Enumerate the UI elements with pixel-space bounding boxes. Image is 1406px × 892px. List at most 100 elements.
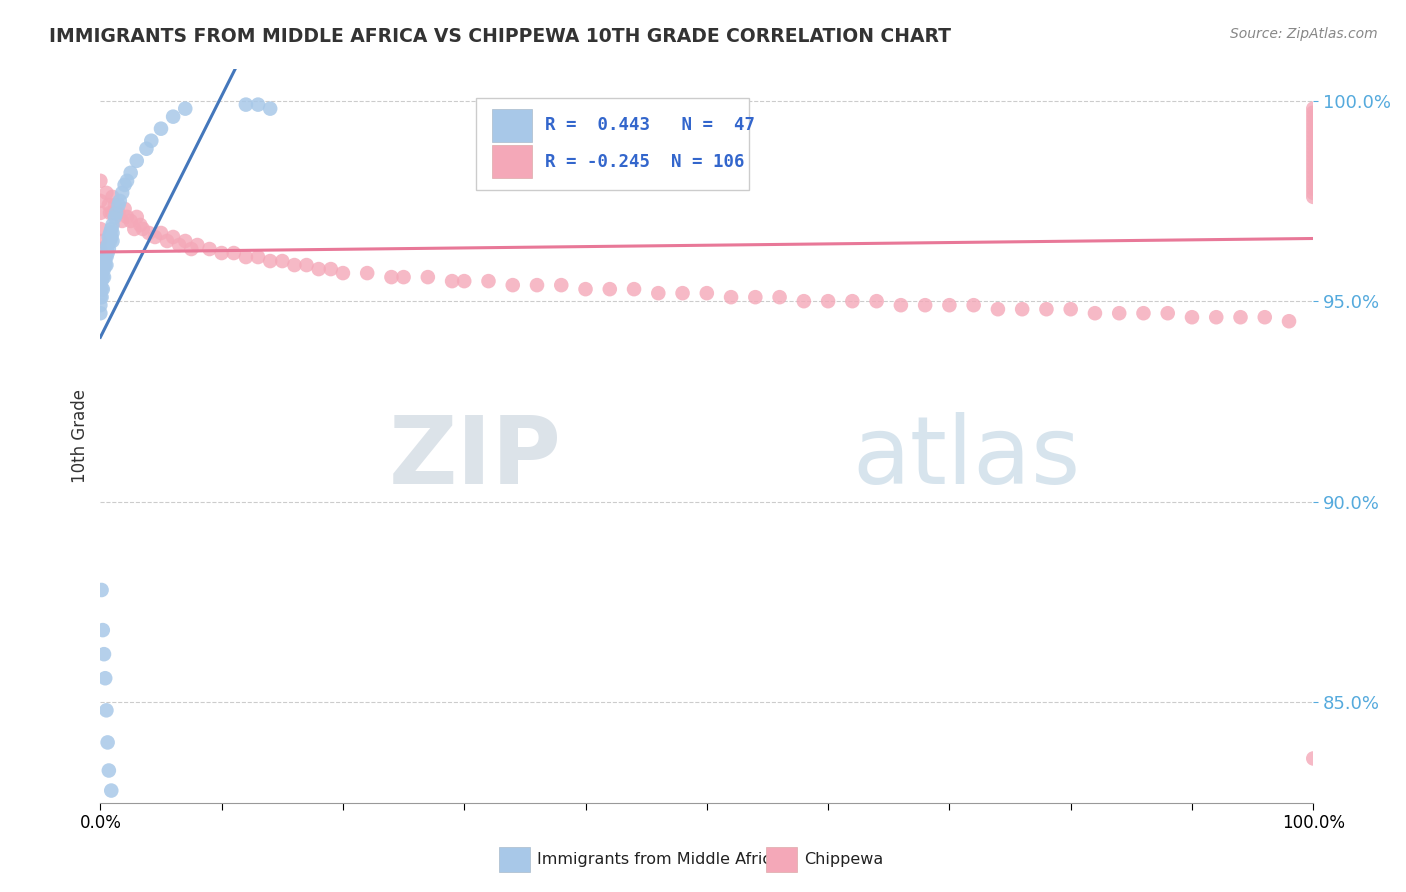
Point — [89, 174, 111, 188]
Point — [96, 242, 118, 256]
Point — [1254, 310, 1277, 325]
Point — [98, 234, 121, 248]
Point — [696, 286, 718, 301]
Point — [198, 242, 221, 256]
Point — [89, 222, 111, 236]
Point — [914, 298, 936, 312]
Point — [96, 703, 118, 717]
Point — [1060, 302, 1083, 317]
Point — [94, 671, 117, 685]
Point — [247, 250, 270, 264]
Point — [647, 286, 669, 301]
Point — [720, 290, 742, 304]
Point — [1302, 105, 1324, 120]
Point — [247, 97, 270, 112]
Point — [174, 234, 197, 248]
Point — [89, 298, 111, 312]
Point — [1302, 142, 1324, 156]
Point — [332, 266, 354, 280]
Point — [93, 262, 115, 277]
Point — [380, 270, 402, 285]
Point — [101, 226, 124, 240]
Point — [1302, 110, 1324, 124]
Point — [115, 210, 138, 224]
Point — [100, 783, 122, 797]
Point — [104, 198, 127, 212]
Point — [416, 270, 439, 285]
Point — [235, 250, 257, 264]
Point — [987, 302, 1010, 317]
Point — [623, 282, 645, 296]
Point — [259, 254, 281, 268]
Point — [963, 298, 986, 312]
Point — [141, 134, 163, 148]
Point — [94, 258, 117, 272]
Point — [91, 623, 114, 637]
Point — [89, 206, 111, 220]
Point — [1302, 150, 1324, 164]
Point — [143, 230, 166, 244]
Point — [1302, 174, 1324, 188]
Point — [93, 647, 115, 661]
Point — [235, 97, 257, 112]
Point — [100, 230, 122, 244]
Point — [124, 222, 146, 236]
Point — [91, 282, 114, 296]
Point — [1205, 310, 1227, 325]
Point — [97, 230, 120, 244]
Point — [319, 262, 342, 277]
Point — [96, 186, 118, 200]
Point — [115, 174, 138, 188]
Point — [93, 270, 115, 285]
Point — [100, 222, 122, 236]
Point — [89, 306, 111, 320]
Point — [97, 764, 120, 778]
Point — [89, 234, 111, 248]
Point — [104, 210, 127, 224]
Point — [1181, 310, 1204, 325]
Point — [1157, 306, 1180, 320]
Point — [101, 190, 124, 204]
Point — [1108, 306, 1130, 320]
Text: Source: ZipAtlas.com: Source: ZipAtlas.com — [1230, 27, 1378, 41]
Point — [502, 278, 524, 293]
Point — [129, 218, 152, 232]
Point — [453, 274, 475, 288]
Point — [108, 194, 131, 208]
Point — [356, 266, 378, 280]
Point — [1035, 302, 1057, 317]
Point — [1302, 161, 1324, 176]
Point — [101, 206, 124, 220]
Point — [283, 258, 305, 272]
Point — [97, 238, 120, 252]
Point — [744, 290, 766, 304]
Point — [90, 290, 112, 304]
Point — [90, 274, 112, 288]
Text: IMMIGRANTS FROM MIDDLE AFRICA VS CHIPPEWA 10TH GRADE CORRELATION CHART: IMMIGRANTS FROM MIDDLE AFRICA VS CHIPPEW… — [49, 27, 952, 45]
Point — [222, 246, 245, 260]
Point — [97, 198, 120, 212]
Text: Chippewa: Chippewa — [804, 853, 883, 867]
Point — [114, 178, 136, 192]
Point — [91, 270, 114, 285]
Point — [105, 206, 128, 220]
Point — [1302, 145, 1324, 160]
Point — [101, 218, 124, 232]
Point — [120, 214, 142, 228]
Text: ZIP: ZIP — [388, 411, 561, 504]
Text: R =  0.443   N =  47: R = 0.443 N = 47 — [546, 116, 755, 134]
Point — [97, 246, 120, 260]
Point — [865, 294, 887, 309]
Point — [90, 266, 112, 280]
Point — [550, 278, 572, 293]
Point — [111, 214, 134, 228]
Point — [1302, 134, 1324, 148]
Point — [90, 582, 112, 597]
Point — [1302, 118, 1324, 132]
Point — [817, 294, 839, 309]
Point — [1302, 190, 1324, 204]
Bar — [492, 109, 531, 142]
Point — [211, 246, 233, 260]
Point — [97, 242, 120, 256]
Point — [392, 270, 415, 285]
